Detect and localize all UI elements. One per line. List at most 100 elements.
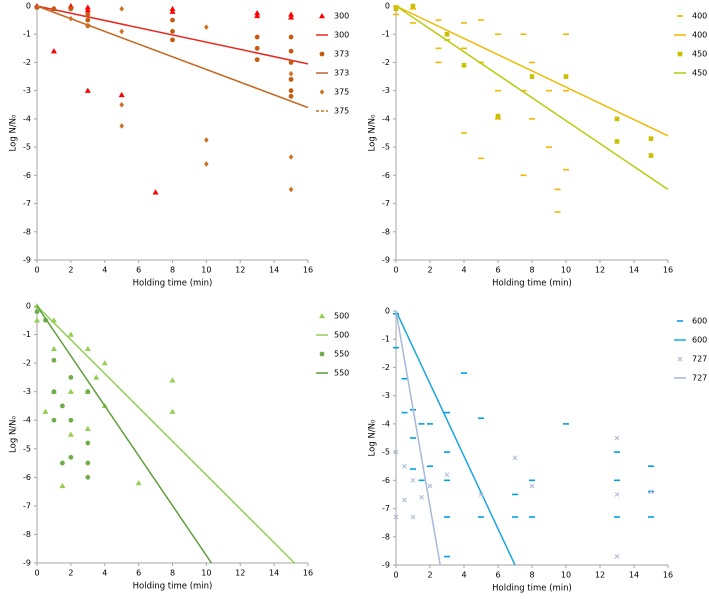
legend-swatch [319,351,325,357]
x-tick-label: 8 [529,266,534,275]
point [84,7,91,13]
point [393,449,399,455]
x-tick-label: 8 [529,571,534,580]
point [85,12,91,17]
y-tick-label: -2 [23,359,31,368]
point [529,483,535,489]
point [288,154,294,160]
y-tick-label: -5 [23,444,31,453]
y-tick-label: -3 [382,391,390,400]
point [85,440,91,446]
point [119,28,124,35]
point [419,494,424,500]
x-tick-label: 12 [595,571,605,580]
y-tick-label: -9 [382,561,390,570]
point [68,374,74,380]
x-tick-label: 2 [68,266,73,275]
y-tick-label: -8 [23,530,31,539]
legend-label: 550 [334,369,349,378]
y-axis-title: Log N/N₀ [9,114,19,151]
point [68,454,74,460]
y-tick-label: -4 [382,419,390,428]
point [288,88,294,94]
point [512,455,518,461]
legend-label: 450 [692,69,707,78]
y-tick-label: -4 [23,114,31,123]
y-tick-label: -9 [382,256,390,265]
point [84,87,91,93]
point [614,554,620,559]
point [170,17,175,23]
point [444,31,450,37]
legend-label: 300 [334,12,349,21]
y-tick-label: 0 [26,302,31,311]
point [51,6,57,12]
y-tick-label: -1 [23,30,31,39]
legend-label: 373 [334,69,349,78]
point [402,463,407,469]
legend-label: 500 [334,331,349,340]
y-tick-label: -7 [382,504,390,513]
x-tick-label: 4 [461,571,466,580]
x-tick-label: 14 [629,571,639,580]
point [170,29,175,34]
point [204,161,209,167]
point [51,389,57,395]
x-tick-label: 6 [495,571,500,580]
point [68,417,74,423]
y-tick-label: 0 [385,2,390,11]
x-axis-title: Holding time (min) [133,582,213,592]
panel: 0-1-2-3-4-5-6-7-8-90 2 4 6 8 10 12 14 16Holding … [9,2,350,289]
point [119,123,124,129]
point [288,186,294,193]
trend-line [36,305,213,564]
point [119,6,124,12]
point [204,137,209,143]
point [152,189,159,195]
y-tick-label: -7 [23,501,31,510]
y-tick-label: -3 [23,387,31,396]
y-tick-label: -8 [23,227,31,236]
y-tick-label: -6 [23,473,31,482]
y-tick-label: -5 [382,448,390,457]
x-axis-title: Holding time (min) [492,279,572,289]
x-tick-label: 0 [393,266,398,275]
x-tick-label: 14 [269,569,279,578]
legend-swatch [677,51,683,57]
x-tick-label: 16 [303,569,313,578]
trend-line [395,310,441,566]
point [67,388,74,394]
point [461,62,467,68]
legend-label: 375 [334,88,349,97]
point [288,14,295,20]
point [614,139,620,144]
trend-line [395,5,669,137]
point [67,331,74,337]
y-tick-label: -9 [23,256,31,265]
panel: 0-1-2-3-4-5-6-7-8-90 2 4 6 8 10 12 14 16Holding … [368,307,708,594]
point [85,389,91,395]
point [495,113,501,119]
point [51,357,57,363]
point [68,6,74,12]
point [51,417,57,423]
y-tick-label: -9 [23,559,31,568]
point [410,477,416,483]
legend-label: 373 [334,50,349,59]
y-tick-label: -1 [23,330,31,339]
point [84,425,91,431]
point [101,360,108,366]
x-tick-label: 14 [629,266,639,275]
point [84,4,91,10]
legend-label: 500 [334,312,349,321]
y-axis-title: Log N/N₀ [9,415,19,452]
x-tick-label: 16 [663,571,673,580]
y-tick-label: -8 [382,532,390,541]
point [648,136,654,141]
y-tick-label: -5 [23,143,31,152]
x-tick-label: 0 [393,571,398,580]
legend-swatch [319,313,325,319]
y-tick-label: -2 [382,363,390,372]
point [254,12,261,19]
x-tick-label: 2 [68,569,73,578]
